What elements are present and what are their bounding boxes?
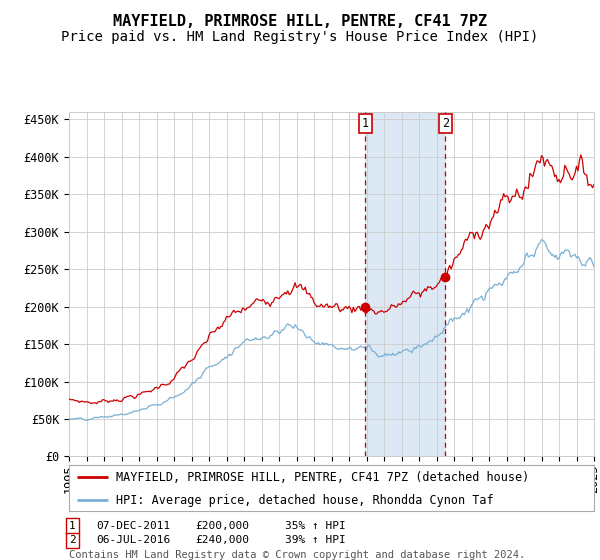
Text: £240,000: £240,000	[195, 535, 249, 545]
Bar	[365, 112, 445, 456]
Text: MAYFIELD, PRIMROSE HILL, PENTRE, CF41 7PZ (detached house): MAYFIELD, PRIMROSE HILL, PENTRE, CF41 7P…	[116, 471, 530, 484]
Text: 39% ↑ HPI: 39% ↑ HPI	[285, 535, 346, 545]
Text: HPI: Average price, detached house, Rhondda Cynon Taf: HPI: Average price, detached house, Rhon…	[116, 494, 494, 507]
Text: 35% ↑ HPI: 35% ↑ HPI	[285, 521, 346, 531]
Text: 07-DEC-2011: 07-DEC-2011	[96, 521, 170, 531]
Text: MAYFIELD, PRIMROSE HILL, PENTRE, CF41 7PZ: MAYFIELD, PRIMROSE HILL, PENTRE, CF41 7P…	[113, 14, 487, 29]
Text: 1: 1	[69, 521, 76, 531]
Text: Price paid vs. HM Land Registry's House Price Index (HPI): Price paid vs. HM Land Registry's House …	[61, 30, 539, 44]
Text: 2: 2	[69, 535, 76, 545]
Text: 06-JUL-2016: 06-JUL-2016	[96, 535, 170, 545]
Text: 1: 1	[362, 116, 368, 130]
Text: £200,000: £200,000	[195, 521, 249, 531]
Text: Contains HM Land Registry data © Crown copyright and database right 2024.
This d: Contains HM Land Registry data © Crown c…	[69, 550, 525, 560]
Text: 2: 2	[442, 116, 449, 130]
